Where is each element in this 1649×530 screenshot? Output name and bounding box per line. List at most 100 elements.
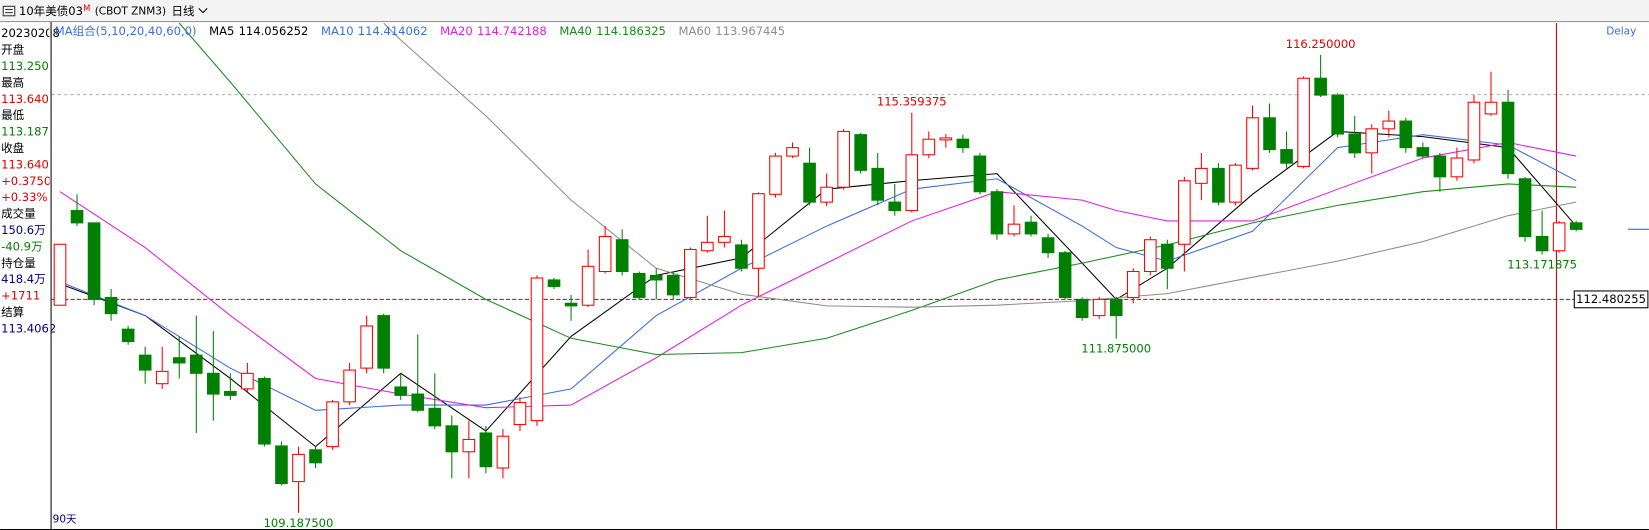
candle-body <box>615 239 629 273</box>
candle-body <box>1212 167 1225 203</box>
candle-body <box>973 155 987 193</box>
candle-body <box>530 277 544 422</box>
candle-body <box>701 241 714 252</box>
candle-body <box>87 222 101 300</box>
candle-body <box>1126 270 1140 298</box>
indicator-label: MA组合(5,10,20,40,60,0) <box>55 24 197 38</box>
candle-body <box>871 167 885 201</box>
candle-body <box>1467 101 1481 161</box>
candle-body <box>598 235 612 273</box>
candle-body <box>155 370 169 385</box>
candle-body <box>1399 120 1413 149</box>
candle-body <box>1092 298 1106 317</box>
info-item: 20230208 <box>1 26 60 40</box>
candle-body <box>1178 180 1191 245</box>
menu-icon[interactable] <box>2 5 16 17</box>
candle-body <box>1552 222 1566 252</box>
candle-body <box>189 354 203 374</box>
candle-body <box>1331 94 1344 135</box>
candle-body <box>922 138 936 156</box>
legend-value: 114.414062 <box>358 24 428 38</box>
info-item: +0.33% <box>1 190 47 204</box>
candle-body <box>649 274 663 281</box>
legend-name: MA5 <box>209 24 234 38</box>
candle-body <box>581 265 595 306</box>
legend-value: 114.056252 <box>239 24 309 38</box>
info-item: 113.250 <box>1 59 49 73</box>
candle-body <box>752 193 765 269</box>
candle-body <box>496 435 510 469</box>
candle-body <box>956 138 970 149</box>
candle-body <box>1348 133 1362 154</box>
candle-body <box>1280 149 1293 164</box>
candle-body <box>1161 243 1174 269</box>
toolbar <box>0 0 1649 22</box>
candle-body <box>1450 157 1464 178</box>
ma-line <box>178 22 1577 356</box>
candle-body <box>1229 164 1242 203</box>
candle-body <box>1518 178 1532 238</box>
candle-body <box>666 274 680 296</box>
candle-body <box>888 201 902 212</box>
legend-name: MA40 <box>559 24 592 38</box>
candle-body <box>564 302 578 307</box>
legend-name: MA10 <box>321 24 354 38</box>
extreme-label: 116.250000 <box>1286 37 1356 51</box>
info-item: 最高 <box>1 75 24 89</box>
extreme-label: 115.359375 <box>877 95 947 109</box>
candle-body <box>769 155 782 195</box>
status: Delay <box>1606 26 1636 38</box>
legend-value: 114.186325 <box>596 24 666 38</box>
candle-body <box>377 315 390 369</box>
candle-body <box>1058 252 1072 298</box>
candle-body <box>1143 239 1157 273</box>
info-item: 最低 <box>1 108 25 122</box>
candle-body <box>684 248 697 298</box>
legend-name: MA20 <box>440 24 473 38</box>
candle-body <box>803 162 816 203</box>
extreme-label: 113.171875 <box>1507 258 1577 272</box>
plot-area: 112.480255 116.250000 115.359375 111.875000… <box>51 22 1649 530</box>
candle-body <box>1041 237 1055 254</box>
info-item: 113.187 <box>1 125 49 139</box>
candle-body <box>1195 167 1208 184</box>
candle-body <box>1024 221 1038 235</box>
candle-body <box>1007 223 1021 235</box>
candle-body <box>1263 117 1276 151</box>
info-item: +1711 <box>1 289 40 303</box>
candle-body <box>735 244 748 269</box>
ma-line <box>59 141 1577 409</box>
candle-body <box>547 279 561 287</box>
candle-body <box>820 186 833 203</box>
candle-body <box>1484 101 1498 115</box>
candle-body <box>309 449 322 464</box>
range-label: 90天 <box>53 513 77 525</box>
info-item: +0.3750 <box>1 174 51 188</box>
candle-body <box>513 401 527 426</box>
candle-body <box>939 137 953 141</box>
candle-body <box>1109 298 1123 317</box>
candle-body <box>411 393 425 411</box>
candle-body <box>275 445 288 485</box>
candle-body <box>1314 77 1327 96</box>
symbol-badge: M <box>83 3 90 13</box>
candle-body <box>837 130 850 188</box>
candle-body <box>632 272 646 298</box>
candle-body <box>445 425 459 453</box>
symbol-code: (CBOT ZNM3) <box>95 6 166 18</box>
reference-label-box <box>1573 290 1649 309</box>
candle-body <box>326 401 339 448</box>
ma-line <box>383 22 1577 308</box>
dropdown-arrow[interactable] <box>198 8 208 14</box>
info-item: 结算 <box>1 305 24 319</box>
info-item: 113.640 <box>1 92 49 106</box>
candle-body <box>121 328 135 343</box>
candle-body <box>1365 128 1379 154</box>
candle-body <box>786 147 799 157</box>
candle-body <box>1382 120 1396 130</box>
candle-body <box>1433 155 1447 178</box>
period-select[interactable]: 日线 <box>171 4 195 18</box>
candle-body <box>138 354 152 371</box>
